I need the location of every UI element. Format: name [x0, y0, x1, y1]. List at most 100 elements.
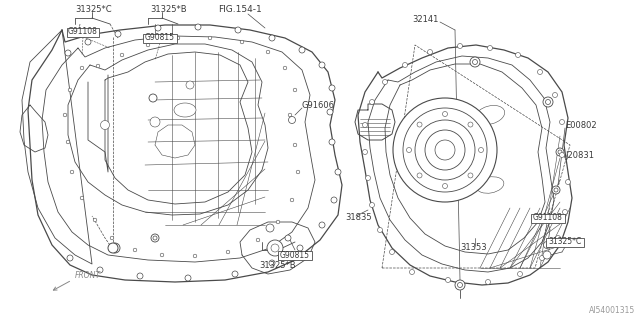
Circle shape	[151, 234, 159, 242]
Circle shape	[425, 130, 465, 170]
Circle shape	[335, 169, 341, 175]
Circle shape	[403, 62, 408, 68]
Circle shape	[288, 113, 292, 117]
Text: 31353: 31353	[460, 244, 486, 252]
Circle shape	[256, 238, 260, 242]
Text: FIG.154-1: FIG.154-1	[218, 5, 262, 14]
Text: E00802: E00802	[565, 121, 596, 130]
Text: AI54001315: AI54001315	[589, 306, 635, 315]
Text: G90815: G90815	[280, 251, 310, 260]
Circle shape	[403, 108, 487, 192]
Circle shape	[556, 236, 561, 241]
Bar	[67, 28, 99, 36]
Circle shape	[559, 153, 564, 157]
Circle shape	[558, 150, 562, 154]
Circle shape	[468, 122, 473, 127]
Circle shape	[365, 175, 371, 180]
Circle shape	[538, 69, 543, 75]
Circle shape	[185, 275, 191, 281]
Circle shape	[486, 279, 490, 284]
Circle shape	[428, 50, 433, 54]
Circle shape	[133, 248, 137, 252]
Circle shape	[271, 244, 279, 252]
Circle shape	[108, 243, 118, 253]
Circle shape	[293, 88, 297, 92]
Circle shape	[445, 277, 451, 283]
Circle shape	[80, 66, 84, 70]
Text: G90815: G90815	[145, 34, 175, 43]
Circle shape	[65, 50, 71, 56]
Circle shape	[479, 148, 483, 153]
Bar	[546, 237, 584, 246]
Circle shape	[266, 224, 274, 232]
Circle shape	[100, 121, 109, 130]
Circle shape	[137, 273, 143, 279]
Circle shape	[393, 98, 497, 202]
Circle shape	[85, 39, 91, 45]
Circle shape	[285, 235, 291, 241]
Circle shape	[406, 148, 412, 153]
Circle shape	[455, 280, 465, 290]
Circle shape	[468, 173, 473, 178]
Circle shape	[68, 88, 72, 92]
Circle shape	[93, 218, 97, 222]
Circle shape	[176, 36, 180, 40]
Circle shape	[226, 250, 230, 254]
Text: G91108: G91108	[533, 213, 563, 222]
Circle shape	[153, 236, 157, 240]
Bar	[531, 213, 565, 222]
Text: FRONT: FRONT	[75, 271, 101, 280]
Circle shape	[80, 196, 84, 200]
Circle shape	[554, 188, 558, 192]
Circle shape	[67, 255, 73, 261]
Circle shape	[235, 27, 241, 33]
Circle shape	[293, 143, 297, 147]
Circle shape	[266, 50, 270, 54]
Circle shape	[559, 119, 564, 124]
Circle shape	[269, 260, 275, 266]
Circle shape	[518, 271, 522, 276]
Circle shape	[369, 203, 374, 207]
Text: 31325*C: 31325*C	[75, 5, 111, 14]
Circle shape	[362, 123, 367, 127]
Circle shape	[543, 242, 550, 249]
Circle shape	[329, 85, 335, 91]
Circle shape	[545, 100, 550, 105]
Circle shape	[319, 222, 325, 228]
Circle shape	[563, 210, 568, 214]
Circle shape	[552, 92, 557, 98]
Text: 31325*B: 31325*B	[150, 5, 187, 14]
Ellipse shape	[476, 177, 504, 193]
Circle shape	[369, 100, 374, 105]
Circle shape	[540, 255, 545, 260]
Circle shape	[442, 111, 447, 116]
Text: G91606: G91606	[302, 100, 335, 109]
Circle shape	[556, 148, 564, 156]
Circle shape	[269, 35, 275, 41]
Circle shape	[232, 271, 238, 277]
Circle shape	[515, 52, 520, 58]
Circle shape	[378, 228, 383, 233]
Circle shape	[276, 220, 280, 224]
Circle shape	[155, 25, 161, 31]
Circle shape	[186, 81, 194, 89]
Circle shape	[195, 24, 201, 30]
Circle shape	[193, 254, 197, 258]
Bar	[278, 251, 312, 260]
Text: 32141: 32141	[412, 15, 438, 25]
Circle shape	[383, 79, 387, 84]
Text: 31325*C: 31325*C	[548, 237, 582, 246]
Circle shape	[543, 97, 553, 107]
Circle shape	[566, 180, 570, 185]
Ellipse shape	[476, 106, 505, 124]
Circle shape	[442, 183, 447, 188]
Circle shape	[70, 170, 74, 174]
Circle shape	[160, 253, 164, 257]
Circle shape	[283, 66, 287, 70]
Circle shape	[417, 122, 422, 127]
Circle shape	[289, 116, 296, 124]
Circle shape	[415, 120, 475, 180]
Circle shape	[113, 245, 118, 251]
Circle shape	[488, 45, 493, 51]
Ellipse shape	[174, 103, 196, 117]
